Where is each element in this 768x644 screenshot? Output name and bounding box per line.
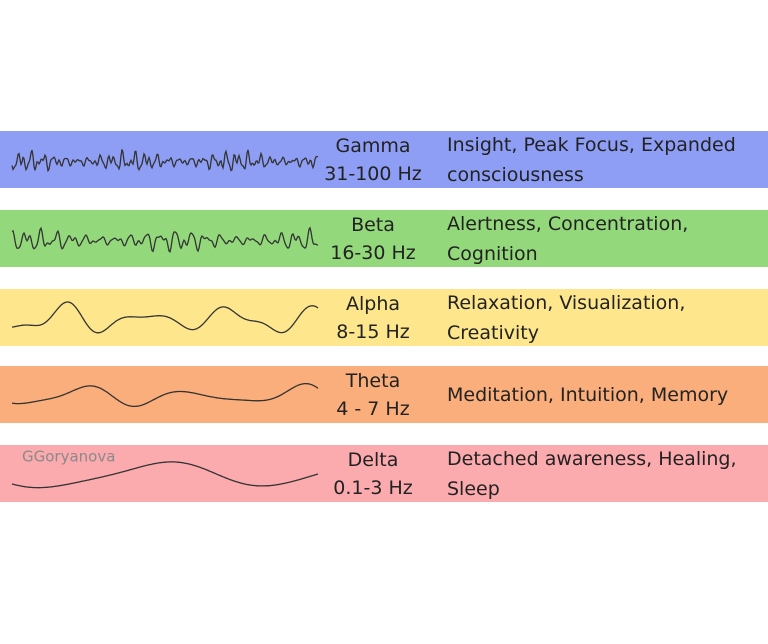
band bbox=[0, 445, 768, 502]
wave bbox=[11, 149, 319, 173]
frequency: 16-30 Hz bbox=[330, 242, 416, 264]
wave bbox=[11, 301, 319, 334]
frequency: 8-15 Hz bbox=[336, 321, 409, 343]
wave bbox=[11, 461, 319, 489]
wave bbox=[11, 226, 319, 254]
description: Creativity bbox=[447, 322, 539, 344]
description: Meditation, Intuition, Memory bbox=[447, 384, 728, 406]
description: Relaxation, Visualization, bbox=[447, 292, 685, 314]
frequency: 31-100 Hz bbox=[324, 163, 422, 185]
band bbox=[0, 131, 768, 188]
band bbox=[0, 366, 768, 423]
wave-name: Alpha bbox=[346, 293, 400, 315]
wave-name: Beta bbox=[351, 214, 395, 236]
wave-name: Gamma bbox=[335, 135, 410, 157]
frequency: 4 - 7 Hz bbox=[336, 398, 409, 420]
watermark: GGoryanova bbox=[22, 448, 115, 466]
description: Alertness, Concentration, bbox=[447, 213, 688, 235]
frequency: 0.1-3 Hz bbox=[333, 477, 412, 499]
description: Cognition bbox=[447, 243, 538, 265]
wave bbox=[11, 382, 319, 408]
description: Insight, Peak Focus, Expanded bbox=[447, 134, 736, 156]
description: consciousness bbox=[447, 164, 584, 186]
description: Sleep bbox=[447, 478, 500, 500]
wave-name: Delta bbox=[348, 449, 399, 471]
description: Detached awareness, Healing, bbox=[447, 448, 737, 470]
wave-name: Theta bbox=[345, 370, 400, 392]
